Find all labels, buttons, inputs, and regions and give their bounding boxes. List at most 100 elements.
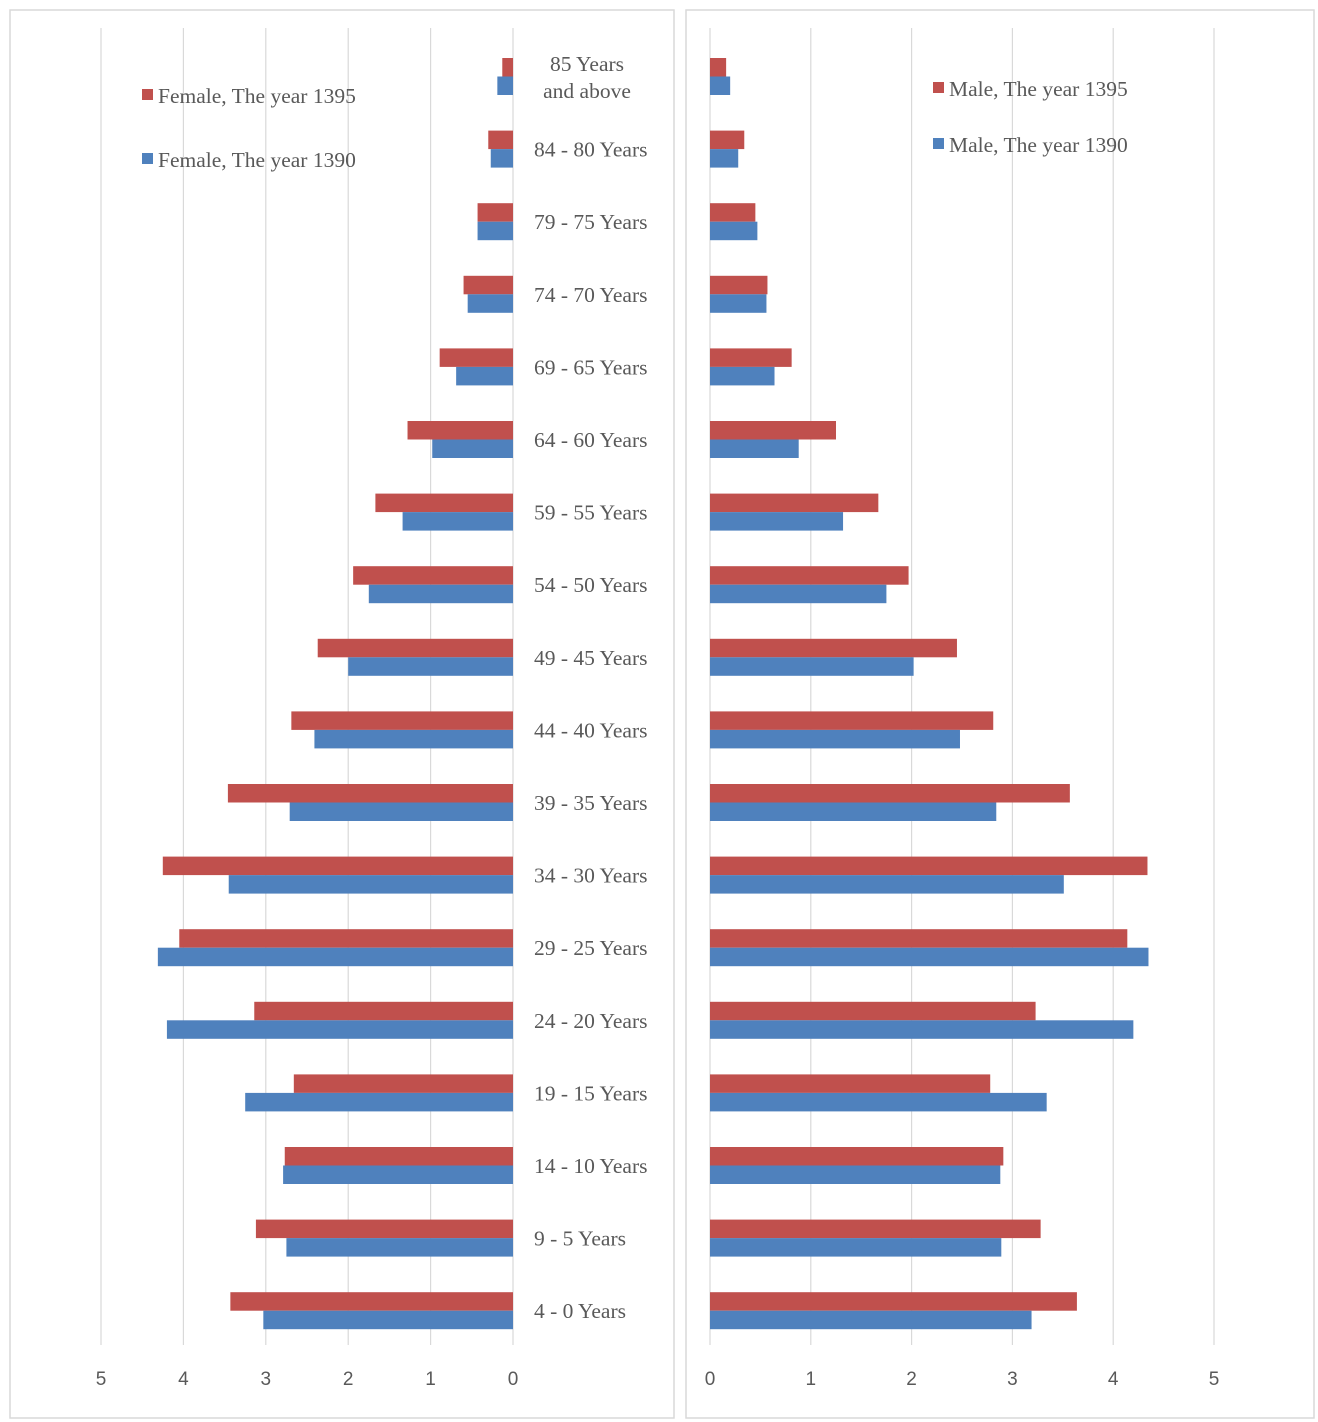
male-x-tick-label: 0 xyxy=(705,1369,716,1390)
male-legend-swatch xyxy=(933,82,944,93)
age-group-label: 34 - 30 Years xyxy=(534,864,647,888)
female-bar-1395 xyxy=(179,929,513,948)
male-legend-label: Male, The year 1395 xyxy=(949,77,1128,101)
age-group-label: 49 - 45 Years xyxy=(534,646,647,670)
male-bar-1395 xyxy=(710,784,1070,803)
female-bar-1390 xyxy=(497,76,513,95)
male-bar-1395 xyxy=(710,856,1148,876)
age-group-label: 54 - 50 Years xyxy=(534,573,647,597)
age-group-label: 79 - 75 Years xyxy=(534,210,647,234)
female-bar-1395 xyxy=(407,421,513,440)
female-bar-1395 xyxy=(375,493,513,513)
male-bar-1395 xyxy=(710,493,879,513)
female-bar-1395 xyxy=(439,348,513,367)
age-group-label: 9 - 5 Years xyxy=(534,1227,626,1251)
female-bar-1390 xyxy=(157,947,513,967)
age-group-label: 84 - 80 Years xyxy=(534,138,647,162)
female-legend-swatch xyxy=(142,89,153,100)
female-bar-1395 xyxy=(353,566,513,585)
male-bar-1390 xyxy=(710,1165,1001,1184)
male-bar-1395 xyxy=(710,1147,1004,1166)
male-bar-1395 xyxy=(710,348,792,367)
male-bar-1395 xyxy=(710,1074,991,1093)
male-x-tick-label: 1 xyxy=(806,1369,817,1390)
age-group-label: 64 - 60 Years xyxy=(534,428,647,452)
male-bar-1390 xyxy=(710,802,997,821)
female-legend-label: Female, The year 1390 xyxy=(158,148,356,172)
female-x-tick-label: 3 xyxy=(261,1369,272,1390)
male-x-tick-label: 3 xyxy=(1007,1369,1018,1390)
female-bar-1390 xyxy=(368,584,513,604)
female-bar-1395 xyxy=(291,711,513,730)
female-x-tick-label: 5 xyxy=(96,1369,107,1390)
male-bar-1390 xyxy=(710,1020,1134,1039)
female-legend-swatch xyxy=(142,153,153,164)
female-bar-1395 xyxy=(230,1292,514,1311)
male-x-tick-label: 4 xyxy=(1108,1369,1119,1390)
female-bar-1390 xyxy=(263,1310,513,1330)
male-x-tick-label: 5 xyxy=(1209,1369,1220,1390)
age-group-label: 4 - 0 Years xyxy=(534,1299,626,1323)
female-bar-1390 xyxy=(467,294,513,313)
age-group-label: 24 - 20 Years xyxy=(534,1009,647,1033)
male-legend-swatch xyxy=(933,138,944,149)
female-bar-1395 xyxy=(477,203,513,222)
male-bar-1395 xyxy=(710,711,994,730)
female-panel-frame xyxy=(9,9,675,1419)
female-bar-1390 xyxy=(245,1092,513,1112)
female-bar-1395 xyxy=(463,275,513,295)
female-bar-1395 xyxy=(254,1001,514,1021)
age-group-label: 59 - 55 Years xyxy=(534,501,647,525)
male-bar-1395 xyxy=(710,1292,1077,1311)
male-bar-1390 xyxy=(710,149,739,168)
male-bar-1390 xyxy=(710,221,758,241)
male-bar-1395 xyxy=(710,130,745,150)
male-x-tick-label: 2 xyxy=(906,1369,917,1390)
age-group-label: 14 - 10 Years xyxy=(534,1154,647,1178)
male-panel-frame xyxy=(685,9,1315,1419)
female-bar-1390 xyxy=(402,512,513,531)
female-bar-1390 xyxy=(348,657,513,676)
male-bar-1395 xyxy=(710,929,1128,948)
female-bar-1390 xyxy=(286,1238,513,1257)
female-bar-1390 xyxy=(314,729,513,749)
female-bar-1390 xyxy=(228,875,513,894)
age-group-label: 19 - 15 Years xyxy=(534,1081,647,1105)
female-bar-1395 xyxy=(293,1074,513,1093)
female-bar-1390 xyxy=(289,802,513,821)
male-bar-1390 xyxy=(710,1092,1047,1112)
female-legend-label: Female, The year 1395 xyxy=(158,84,356,108)
male-bar-1390 xyxy=(710,1310,1032,1330)
male-legend-label: Male, The year 1390 xyxy=(949,133,1128,157)
female-x-tick-label: 0 xyxy=(508,1369,519,1390)
male-bar-1395 xyxy=(710,1219,1041,1239)
male-bar-1390 xyxy=(710,729,960,749)
female-x-tick-label: 4 xyxy=(178,1369,189,1390)
female-bar-1395 xyxy=(502,58,513,77)
female-bar-1390 xyxy=(283,1165,513,1184)
female-bar-1390 xyxy=(490,149,513,168)
female-x-tick-label: 2 xyxy=(343,1369,354,1390)
male-bar-1395 xyxy=(710,566,909,585)
female-bar-1390 xyxy=(432,439,513,458)
male-bar-1390 xyxy=(710,439,799,458)
male-bar-1390 xyxy=(710,947,1149,967)
male-bar-1395 xyxy=(710,1001,1036,1021)
age-group-label: 85 Years xyxy=(550,52,624,76)
male-bar-1395 xyxy=(710,638,957,658)
male-bar-1395 xyxy=(710,275,768,295)
age-group-label: 44 - 40 Years xyxy=(534,718,647,742)
age-group-label: 39 - 35 Years xyxy=(534,791,647,815)
female-bar-1395 xyxy=(162,856,514,876)
male-bar-1395 xyxy=(710,203,756,222)
female-bar-1390 xyxy=(477,221,513,241)
female-bar-1395 xyxy=(227,784,513,803)
age-group-label: 74 - 70 Years xyxy=(534,283,647,307)
male-bar-1395 xyxy=(710,421,836,440)
age-group-label: 29 - 25 Years xyxy=(534,936,647,960)
female-bar-1390 xyxy=(456,366,513,386)
female-bar-1395 xyxy=(255,1219,514,1239)
male-bar-1390 xyxy=(710,512,844,531)
male-bar-1390 xyxy=(710,76,731,95)
